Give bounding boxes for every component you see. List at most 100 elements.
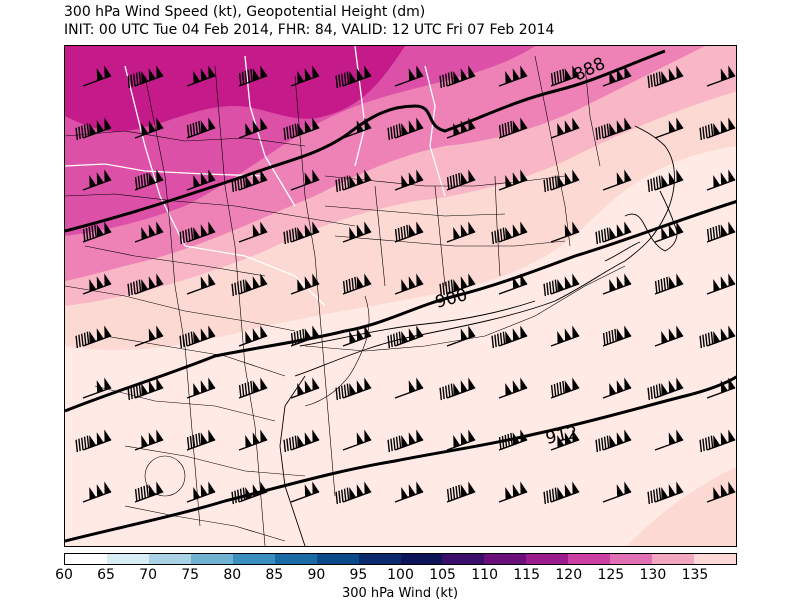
- colorbar-segment: [568, 554, 611, 564]
- wind-barb: [550, 221, 580, 243]
- wind-barb: [290, 273, 320, 295]
- state-boundaries: [65, 46, 446, 307]
- wind-barb: [342, 273, 372, 295]
- wind-barb: [699, 117, 736, 141]
- colorbar-tick-label: 125: [597, 567, 625, 583]
- wind-barb: [498, 481, 528, 503]
- wind-barb: [602, 65, 632, 87]
- wind-barb: [446, 325, 476, 347]
- colorbar-tick-label: 130: [639, 567, 667, 583]
- wind-barb: [186, 117, 216, 139]
- wind-barb: [550, 325, 580, 347]
- colorbar-segment: [232, 554, 275, 564]
- wind-barb: [654, 117, 684, 139]
- height-contours: [65, 49, 736, 543]
- colorbar-segment: [316, 554, 359, 564]
- wind-barb: [543, 169, 580, 193]
- wind-barb: [446, 221, 476, 243]
- wind-barb: [82, 481, 112, 503]
- colorbar-tick-label: 90: [307, 567, 326, 583]
- wind-barb: [647, 377, 684, 401]
- wind-barb: [543, 273, 580, 297]
- wind-barb: [342, 325, 372, 347]
- wind-barb: [75, 429, 112, 453]
- wind-barb: [394, 221, 424, 243]
- wind-barb: [238, 325, 268, 347]
- wind-barb: [186, 65, 216, 87]
- wind-barb: [550, 429, 580, 451]
- wind-barb: [491, 325, 528, 349]
- wind-barb: [134, 325, 164, 347]
- wind-barb: [654, 273, 684, 295]
- wind-barb: [186, 429, 216, 451]
- wind-barb: [75, 325, 112, 349]
- wind-barb: [134, 481, 164, 503]
- wind-barb: [134, 117, 164, 139]
- wind-barb: [439, 377, 476, 401]
- wind-field-pale-pink-se: [626, 466, 736, 546]
- colorbar-segment: [442, 554, 485, 564]
- county-boundaries: [65, 55, 626, 546]
- wind-barb: [238, 221, 268, 243]
- wind-barb: [394, 273, 424, 295]
- wind-barb: [283, 117, 320, 141]
- wind-barb: [706, 377, 736, 399]
- wind-barb: [654, 429, 684, 451]
- wind-barb: [550, 65, 580, 87]
- wind-barb: [543, 481, 580, 505]
- wind-barb: [82, 221, 112, 243]
- map-subtitle: INIT: 00 UTC Tue 04 Feb 2014, FHR: 84, V…: [64, 22, 555, 38]
- wind-barb: [127, 65, 164, 89]
- wind-barb: [706, 169, 736, 191]
- wind-barb: [134, 221, 164, 243]
- wind-barb: [335, 65, 372, 89]
- wind-barb: [706, 221, 736, 243]
- wind-barb: [82, 377, 112, 399]
- wind-barb: [231, 273, 268, 297]
- wind-barb: [706, 273, 736, 295]
- wind-barb: [335, 377, 372, 401]
- wind-barb: [602, 169, 632, 191]
- wind-barb: [602, 273, 632, 295]
- colorbar: [64, 553, 737, 565]
- wind-speed-map: 888 900 912: [64, 45, 737, 547]
- wind-barb: [706, 481, 736, 503]
- wind-barb: [602, 325, 632, 347]
- colorbar-segment: [274, 554, 317, 564]
- wind-barb: [446, 169, 476, 191]
- wind-barb: [186, 273, 216, 295]
- colorbar-tick-label: 70: [139, 567, 158, 583]
- wind-barb: [82, 65, 112, 87]
- wind-barb: [335, 481, 372, 505]
- wind-barb: [394, 481, 424, 503]
- wind-barb: [550, 117, 580, 139]
- colorbar-segment: [484, 554, 527, 564]
- wind-barb: [342, 117, 372, 139]
- colorbar-tick-label: 60: [55, 567, 73, 583]
- colorbar-segment: [694, 554, 736, 564]
- wind-barb: [127, 273, 164, 297]
- wind-barb: [134, 429, 164, 451]
- wind-barb: [394, 377, 424, 399]
- wind-barb: [290, 325, 320, 347]
- colorbar-tick-label: 65: [97, 567, 115, 583]
- wind-barb: [550, 377, 580, 399]
- wind-barb: [283, 429, 320, 453]
- colorbar-segment: [652, 554, 695, 564]
- wind-barb: [394, 65, 424, 87]
- colorbar-tick-label: 115: [513, 567, 541, 583]
- colorbar-tick-label: 80: [223, 567, 242, 583]
- wind-barb: [498, 117, 528, 139]
- wind-barb: [491, 221, 528, 245]
- wind-barb: [446, 429, 476, 451]
- wind-barb: [179, 325, 216, 349]
- wind-barb: [127, 377, 164, 401]
- contour-900: [65, 200, 736, 413]
- wind-barb: [186, 169, 216, 191]
- colorbar-label: 300 hPa Wind (kt): [341, 586, 459, 601]
- colorbar-segment: [65, 554, 107, 564]
- wind-barb: [595, 117, 632, 141]
- colorbar-tick-label: 75: [181, 567, 200, 583]
- wind-barb: [498, 169, 528, 191]
- wind-barb: [186, 377, 216, 399]
